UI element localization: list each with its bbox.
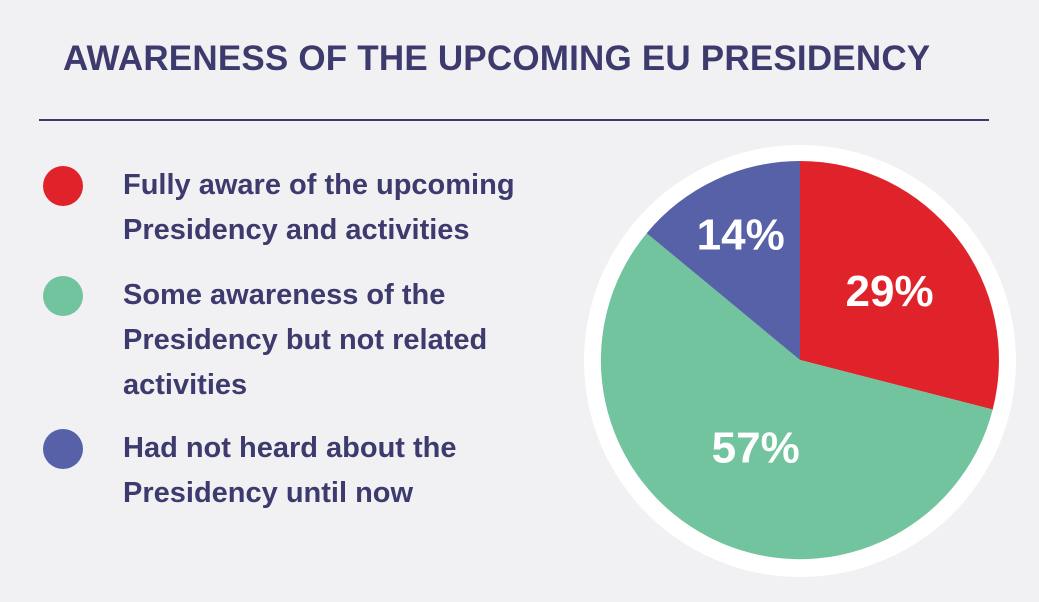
legend: Fully aware of the upcoming Presidency a… — [43, 163, 583, 516]
legend-item: Some awareness of the Presidency but not… — [43, 273, 583, 408]
title-divider — [39, 119, 989, 121]
pie-slice-label-1: 29% — [846, 267, 934, 316]
pie-slice-labels: 29% 57% 14% — [697, 211, 934, 473]
page-title: AWARENESS OF THE UPCOMING EU PRESIDENCY — [63, 39, 931, 78]
pie-slice-label-3: 14% — [697, 211, 785, 260]
legend-item-label: Fully aware of the upcoming Presidency a… — [123, 169, 515, 246]
legend-item-label: Some awareness of the Presidency but not… — [123, 279, 488, 401]
pie-slice-1 — [800, 161, 999, 410]
pie-slice-3 — [646, 161, 800, 360]
pie-slice-label-2: 57% — [712, 423, 800, 472]
pie-slices — [600, 161, 999, 560]
legend-item: Had not heard about the Presidency until… — [43, 426, 583, 516]
legend-item-label: Had not heard about the Presidency until… — [123, 432, 457, 509]
legend-swatch-green-circle-icon — [43, 276, 83, 316]
legend-swatch-red-circle-icon — [43, 166, 83, 206]
pie-slice-2 — [600, 233, 993, 560]
legend-item: Fully aware of the upcoming Presidency a… — [43, 163, 583, 253]
legend-swatch-purple-circle-icon — [43, 429, 83, 469]
